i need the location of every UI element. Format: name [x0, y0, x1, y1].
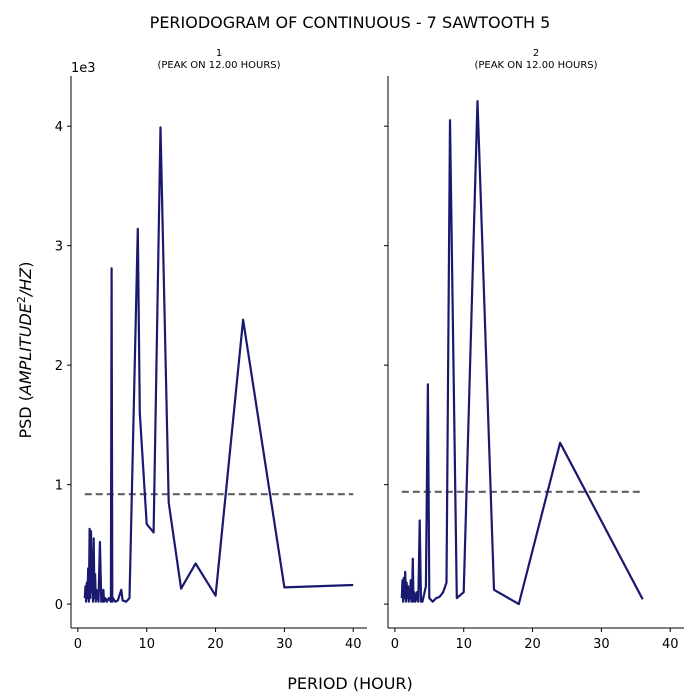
x-tick-label: 10	[455, 637, 472, 652]
chart-panels: 1(PEAK ON 12.00 HOURS)0 10 20 30 40012342(PE…	[55, 48, 684, 652]
subplot-title-number: 1	[216, 48, 222, 59]
y-axis-label-prefix: PSD (	[16, 395, 35, 438]
x-tick-label: 20	[207, 637, 224, 652]
x-tick-label: 30	[276, 637, 293, 652]
x-tick-label: 40	[662, 637, 679, 652]
y-axis-label-math: AMPLITUDE	[16, 302, 35, 396]
x-axis-label: PERIOD (HOUR)	[287, 674, 413, 693]
x-tick-label: 20	[524, 637, 541, 652]
y-tick-label: 4	[55, 120, 63, 135]
y-offset-text: 1e3	[71, 61, 96, 76]
y-axis-label-suffix: )	[16, 261, 35, 267]
subplot-title-peak: (PEAK ON 12.00 HOURS)	[474, 60, 597, 71]
subplot-title-peak: (PEAK ON 12.00 HOURS)	[157, 60, 280, 71]
chart-panel-2: 2(PEAK ON 12.00 HOURS) 0 10 20 30 40	[384, 48, 684, 652]
x-tick-label: 0	[74, 637, 82, 652]
y-tick-label: 3	[55, 240, 63, 255]
y-axis-label: PSD (AMPLITUDE2/HZ)	[15, 261, 36, 438]
x-tick-label: 40	[345, 637, 362, 652]
y-tick-label: 0	[55, 598, 63, 613]
y-axis-label-sup: 2	[15, 296, 28, 303]
psd-series-line	[83, 126, 354, 603]
subplot-title-number: 2	[533, 48, 539, 59]
x-tick-label: 10	[138, 637, 155, 652]
y-tick-label: 2	[55, 359, 63, 374]
figure-title: PERIODOGRAM OF CONTINUOUS - 7 SAWTOOTH 5	[150, 13, 551, 32]
psd-series-line	[400, 99, 644, 606]
x-tick-label: 0	[391, 637, 399, 652]
x-tick-label: 30	[593, 637, 610, 652]
y-axis-label-math2: /HZ	[16, 267, 35, 298]
y-tick-label: 1	[55, 479, 63, 494]
